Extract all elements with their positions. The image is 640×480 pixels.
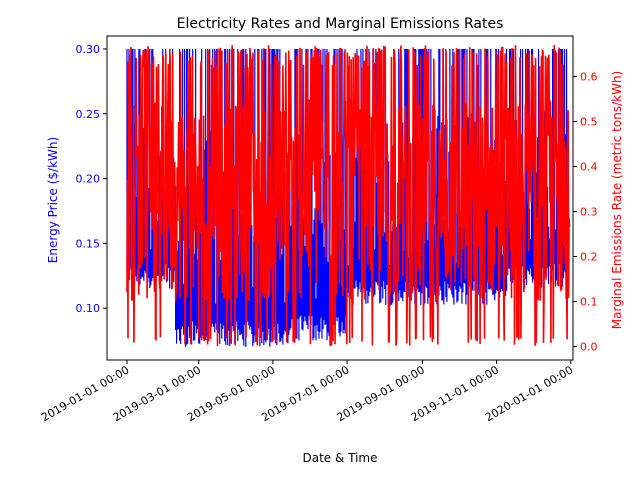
plot-area	[126, 44, 571, 347]
y-axis-left-label: Energy Price ($/kWh)	[46, 137, 60, 263]
y-right-tick-label: 0.6	[580, 71, 598, 84]
y-axis-right-label: Marginal Emissions Rate (metric tons/kWh…	[610, 71, 624, 329]
chart-title: Electricity Rates and Marginal Emissions…	[177, 16, 504, 32]
x-axis-label: Date & Time	[302, 451, 377, 465]
y-left-tick-label: 0.25	[76, 108, 101, 121]
axes-frame	[106, 35, 574, 361]
y-right-tick-label: 0.2	[580, 251, 598, 264]
y-left-tick-label: 0.10	[76, 302, 101, 315]
y-left-tick-label: 0.15	[76, 237, 101, 250]
y-left-tick-label: 0.20	[76, 173, 101, 186]
y-right-tick-label: 0.3	[580, 206, 598, 219]
emissions-series-line	[126, 44, 571, 347]
y-right-tick-label: 0.1	[580, 296, 598, 309]
y-right-tick-label: 0.5	[580, 116, 598, 129]
y-left-tick-label: 0.30	[76, 43, 101, 56]
y-right-tick-label: 0.4	[580, 161, 598, 174]
y-right-tick-label: 0.0	[580, 341, 598, 354]
